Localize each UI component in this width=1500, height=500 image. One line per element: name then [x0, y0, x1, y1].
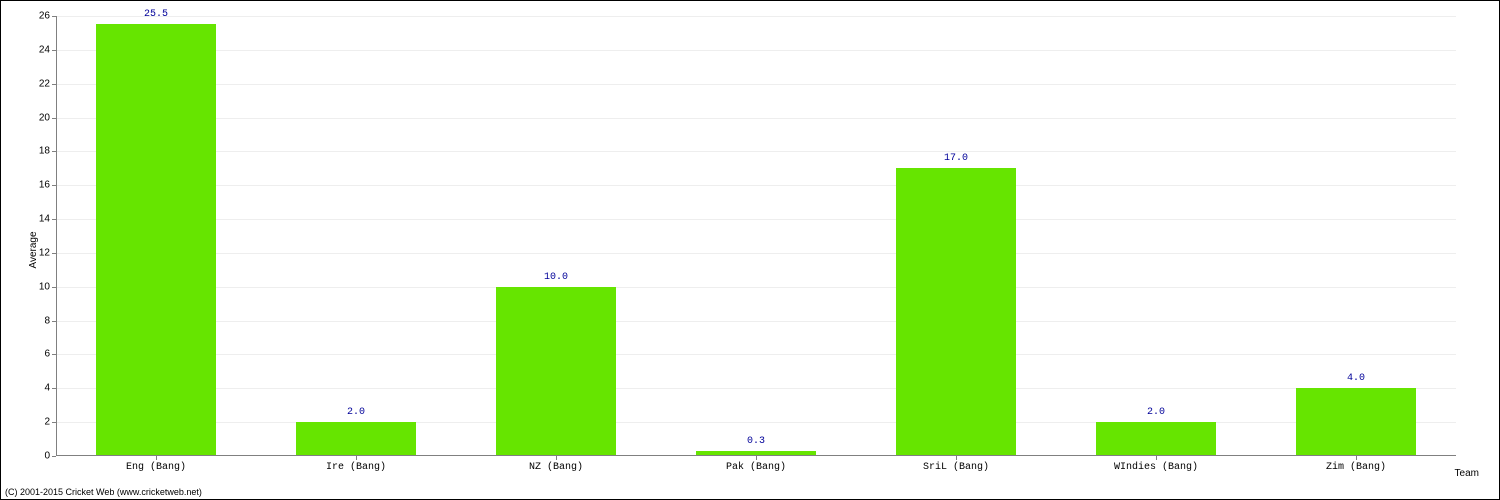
y-tick-label: 4 [44, 383, 50, 394]
gridline [56, 354, 1456, 355]
x-tick-mark [956, 456, 957, 460]
y-tick-label: 20 [39, 112, 50, 123]
bar-value-label: 2.0 [1147, 407, 1165, 418]
bar-value-label: 25.5 [144, 9, 168, 20]
gridline [56, 253, 1456, 254]
bar: 25.5 [96, 24, 216, 456]
y-tick-label: 12 [39, 247, 50, 258]
y-tick-label: 8 [44, 315, 50, 326]
x-tick-label: SriL (Bang) [923, 462, 989, 473]
y-tick-label: 10 [39, 281, 50, 292]
y-tick-label: 0 [44, 451, 50, 462]
x-tick-mark [756, 456, 757, 460]
x-axis-line [56, 455, 1456, 456]
bar-value-label: 0.3 [747, 436, 765, 447]
y-tick-label: 22 [39, 78, 50, 89]
bar-value-label: 10.0 [544, 272, 568, 283]
gridline [56, 219, 1456, 220]
gridline [56, 118, 1456, 119]
y-tick-mark [52, 456, 56, 457]
bar-value-label: 4.0 [1347, 373, 1365, 384]
x-tick-label: Eng (Bang) [126, 462, 186, 473]
gridline [56, 287, 1456, 288]
gridline [56, 185, 1456, 186]
copyright-text: (C) 2001-2015 Cricket Web (www.cricketwe… [5, 487, 202, 497]
x-tick-label: NZ (Bang) [529, 462, 583, 473]
x-tick-mark [556, 456, 557, 460]
gridline [56, 422, 1456, 423]
x-tick-label: Zim (Bang) [1326, 462, 1386, 473]
y-tick-label: 18 [39, 146, 50, 157]
x-tick-mark [1156, 456, 1157, 460]
gridline [56, 84, 1456, 85]
gridline [56, 50, 1456, 51]
y-tick-label: 2 [44, 417, 50, 428]
chart-plot-area: 0246810121416182022242625.5Eng (Bang)2.0… [56, 16, 1456, 456]
bar-value-label: 17.0 [944, 153, 968, 164]
gridline [56, 151, 1456, 152]
x-tick-mark [1356, 456, 1357, 460]
bar: 2.0 [1096, 422, 1216, 456]
x-tick-mark [356, 456, 357, 460]
y-axis-line [56, 16, 57, 456]
gridline [56, 388, 1456, 389]
y-tick-label: 14 [39, 214, 50, 225]
y-axis-title: Average [28, 231, 39, 268]
x-tick-label: Pak (Bang) [726, 462, 786, 473]
bar: 2.0 [296, 422, 416, 456]
bar: 4.0 [1296, 388, 1416, 456]
y-tick-label: 6 [44, 349, 50, 360]
bar: 10.0 [496, 287, 616, 456]
gridline [56, 321, 1456, 322]
x-tick-mark [156, 456, 157, 460]
y-tick-label: 26 [39, 11, 50, 22]
gridline [56, 16, 1456, 17]
x-axis-title: Team [1455, 468, 1479, 479]
x-tick-label: WIndies (Bang) [1114, 462, 1198, 473]
y-tick-label: 24 [39, 44, 50, 55]
bar-value-label: 2.0 [347, 407, 365, 418]
bar: 17.0 [896, 168, 1016, 456]
y-tick-label: 16 [39, 180, 50, 191]
x-tick-label: Ire (Bang) [326, 462, 386, 473]
